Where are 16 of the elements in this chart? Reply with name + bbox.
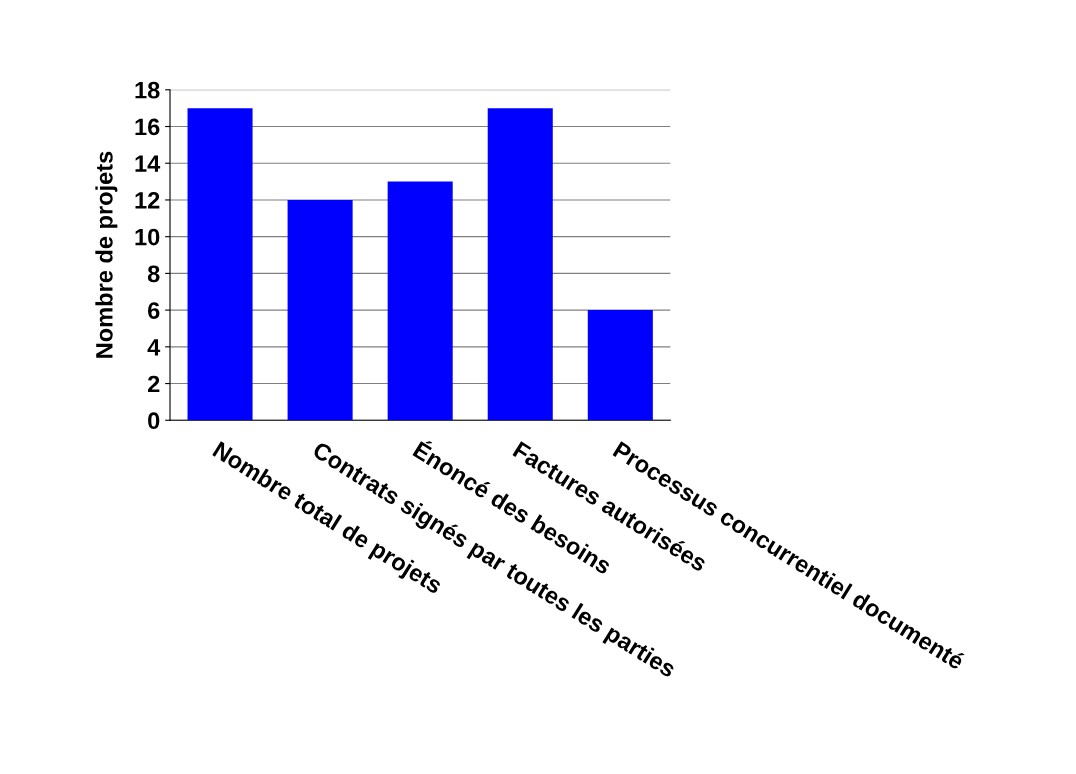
y-tick-label: 12 (135, 192, 160, 209)
bar (487, 108, 553, 421)
y-tick-label: 4 (147, 339, 161, 356)
bar (387, 181, 453, 421)
y-tick-label: 14 (135, 155, 161, 172)
y-tick-label: 0 (148, 412, 160, 430)
y-tick-label: 16 (135, 118, 160, 136)
y-axis-title: Nombre de projets (95, 151, 118, 358)
y-tick-label: 18 (135, 81, 160, 99)
bar (287, 199, 353, 421)
y-tick-label: 2 (147, 375, 160, 393)
y-tick-label: 10 (135, 228, 160, 246)
y-tick-label: 6 (148, 302, 160, 319)
bar (187, 108, 253, 421)
bar (587, 310, 653, 421)
y-tick-label: 8 (147, 265, 160, 283)
